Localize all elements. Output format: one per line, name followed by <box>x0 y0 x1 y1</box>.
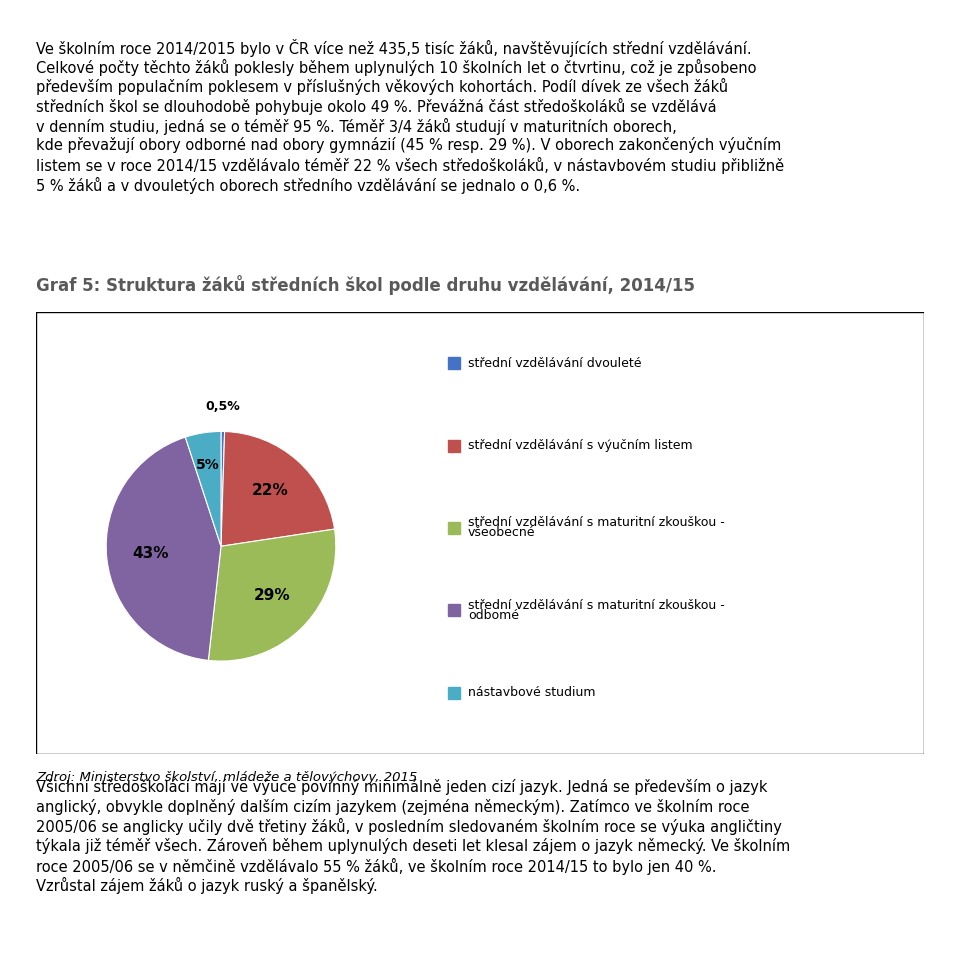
Text: všeobecné: všeobecné <box>468 526 536 540</box>
Text: Zdroj: Ministerstvo školství, mládeže a tělovýchovy, 2015: Zdroj: Ministerstvo školství, mládeže a … <box>36 771 418 784</box>
Text: 5%: 5% <box>196 457 220 472</box>
Text: 22%: 22% <box>252 483 289 498</box>
Wedge shape <box>208 529 336 661</box>
Text: roce 2005/06 se v němčině vzdělávalo 55 % žáků, ve školním roce 2014/15 to bylo : roce 2005/06 se v němčině vzdělávalo 55 … <box>36 857 716 875</box>
Bar <box>448 687 460 699</box>
Text: nástavbové studium: nástavbové studium <box>468 687 595 699</box>
Bar <box>448 357 460 369</box>
Bar <box>448 522 460 534</box>
Text: kde převažují obory odborné nad obory gymnázií (45 % resp. 29 %). V oborech zako: kde převažují obory odborné nad obory gy… <box>36 137 781 153</box>
Text: 0,5%: 0,5% <box>205 400 241 412</box>
Text: Všichni středoškoláci mají ve výuce povinný minimálně jeden cizí jazyk. Jedná se: Všichni středoškoláci mají ve výuce povi… <box>36 779 767 795</box>
Wedge shape <box>221 432 225 547</box>
Text: Ve školním roce 2014/2015 bylo v ČR více než 435,5 tisíc žáků, navštěvujících st: Ve školním roce 2014/2015 bylo v ČR více… <box>36 39 752 57</box>
Text: středních škol se dlouhodobě pohybuje okolo 49 %. Převážná část středoškoláků se: středních škol se dlouhodobě pohybuje ok… <box>36 98 716 115</box>
Text: střední vzdělávání s výučním listem: střední vzdělávání s výučním listem <box>468 439 692 452</box>
Text: v denním studiu, jedná se o téměř 95 %. Téměř 3/4 žáků studují v maturitních obo: v denním studiu, jedná se o téměř 95 %. … <box>36 118 677 134</box>
Text: 29%: 29% <box>254 588 291 603</box>
Text: odbomé: odbomé <box>468 609 519 621</box>
Text: především populačním poklesem v příslušných věkových kohortách. Podíl dívek ze v: především populačním poklesem v příslušn… <box>36 79 728 95</box>
Bar <box>448 439 460 452</box>
Text: střední vzdělávání s maturitní zkouškou -: střední vzdělávání s maturitní zkouškou … <box>468 517 725 529</box>
Text: střední vzdělávání dvouleté: střední vzdělávání dvouleté <box>468 357 641 370</box>
Text: týkala již téměř všech. Zároveň během uplynulých deseti let klesal zájem o jazyk: týkala již téměř všech. Zároveň během up… <box>36 838 790 854</box>
Text: Celkové počty těchto žáků poklesly během uplynulých 10 školních let o čtvrtinu, : Celkové počty těchto žáků poklesly během… <box>36 58 756 76</box>
Text: Graf 5: Struktura žáků středních škol podle druhu vzdělávání, 2014/15: Graf 5: Struktura žáků středních škol po… <box>36 275 695 295</box>
Wedge shape <box>221 432 334 547</box>
Text: 43%: 43% <box>132 546 168 561</box>
Wedge shape <box>107 437 221 661</box>
Text: listem se v roce 2014/15 vzdělávalo téměř 22 % všech středoškoláků, v nástavbové: listem se v roce 2014/15 vzdělávalo témě… <box>36 157 784 174</box>
Wedge shape <box>185 432 221 547</box>
Text: Vzrůstal zájem žáků o jazyk ruský a španělský.: Vzrůstal zájem žáků o jazyk ruský a špan… <box>36 877 377 895</box>
Text: střední vzdělávání s maturitní zkouškou -: střední vzdělávání s maturitní zkouškou … <box>468 599 725 612</box>
Text: 2005/06 se anglicky učily dvě třetiny žáků, v posledním sledovaném školním roce : 2005/06 se anglicky učily dvě třetiny žá… <box>36 818 781 835</box>
Text: 5 % žáků a v dvouletých oborech středního vzdělávání se jednalo o 0,6 %.: 5 % žáků a v dvouletých oborech středníh… <box>36 176 580 194</box>
Text: anglický, obvykle doplněný dalším cizím jazykem (zejména německým). Zatímco ve š: anglický, obvykle doplněný dalším cizím … <box>36 799 750 814</box>
Bar <box>448 604 460 617</box>
